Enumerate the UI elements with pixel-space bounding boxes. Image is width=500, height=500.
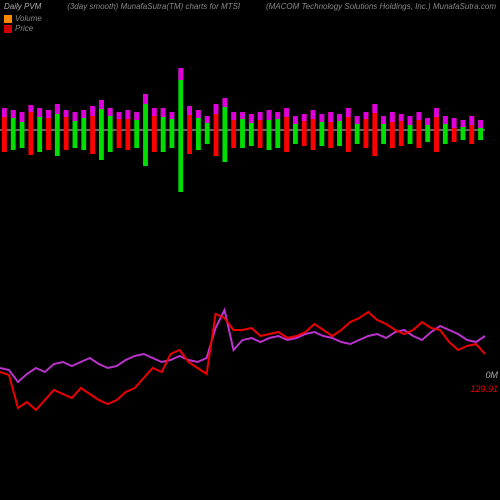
legend-label-volume: Volume xyxy=(15,14,42,23)
legend-item-price: Price xyxy=(4,24,42,33)
legend-label-price: Price xyxy=(15,24,33,33)
header-right: (MACOM Technology Solutions Holdings, In… xyxy=(266,2,496,11)
axis-label-0m: 0M xyxy=(485,370,498,380)
axis-label-price: 129.91 xyxy=(470,384,498,394)
price-volume-line-chart xyxy=(0,260,485,480)
chart-header: Daily PVM (3day smooth) MunafaSutra(TM) … xyxy=(4,2,496,11)
legend-item-volume: Volume xyxy=(4,14,42,23)
legend: Volume Price xyxy=(4,14,42,34)
header-center: (3day smooth) MunafaSutra(TM) charts for… xyxy=(67,2,240,11)
header-left: Daily PVM xyxy=(4,2,41,11)
legend-swatch-volume xyxy=(4,15,12,23)
volume-bar-chart xyxy=(0,40,485,220)
legend-swatch-price xyxy=(4,25,12,33)
